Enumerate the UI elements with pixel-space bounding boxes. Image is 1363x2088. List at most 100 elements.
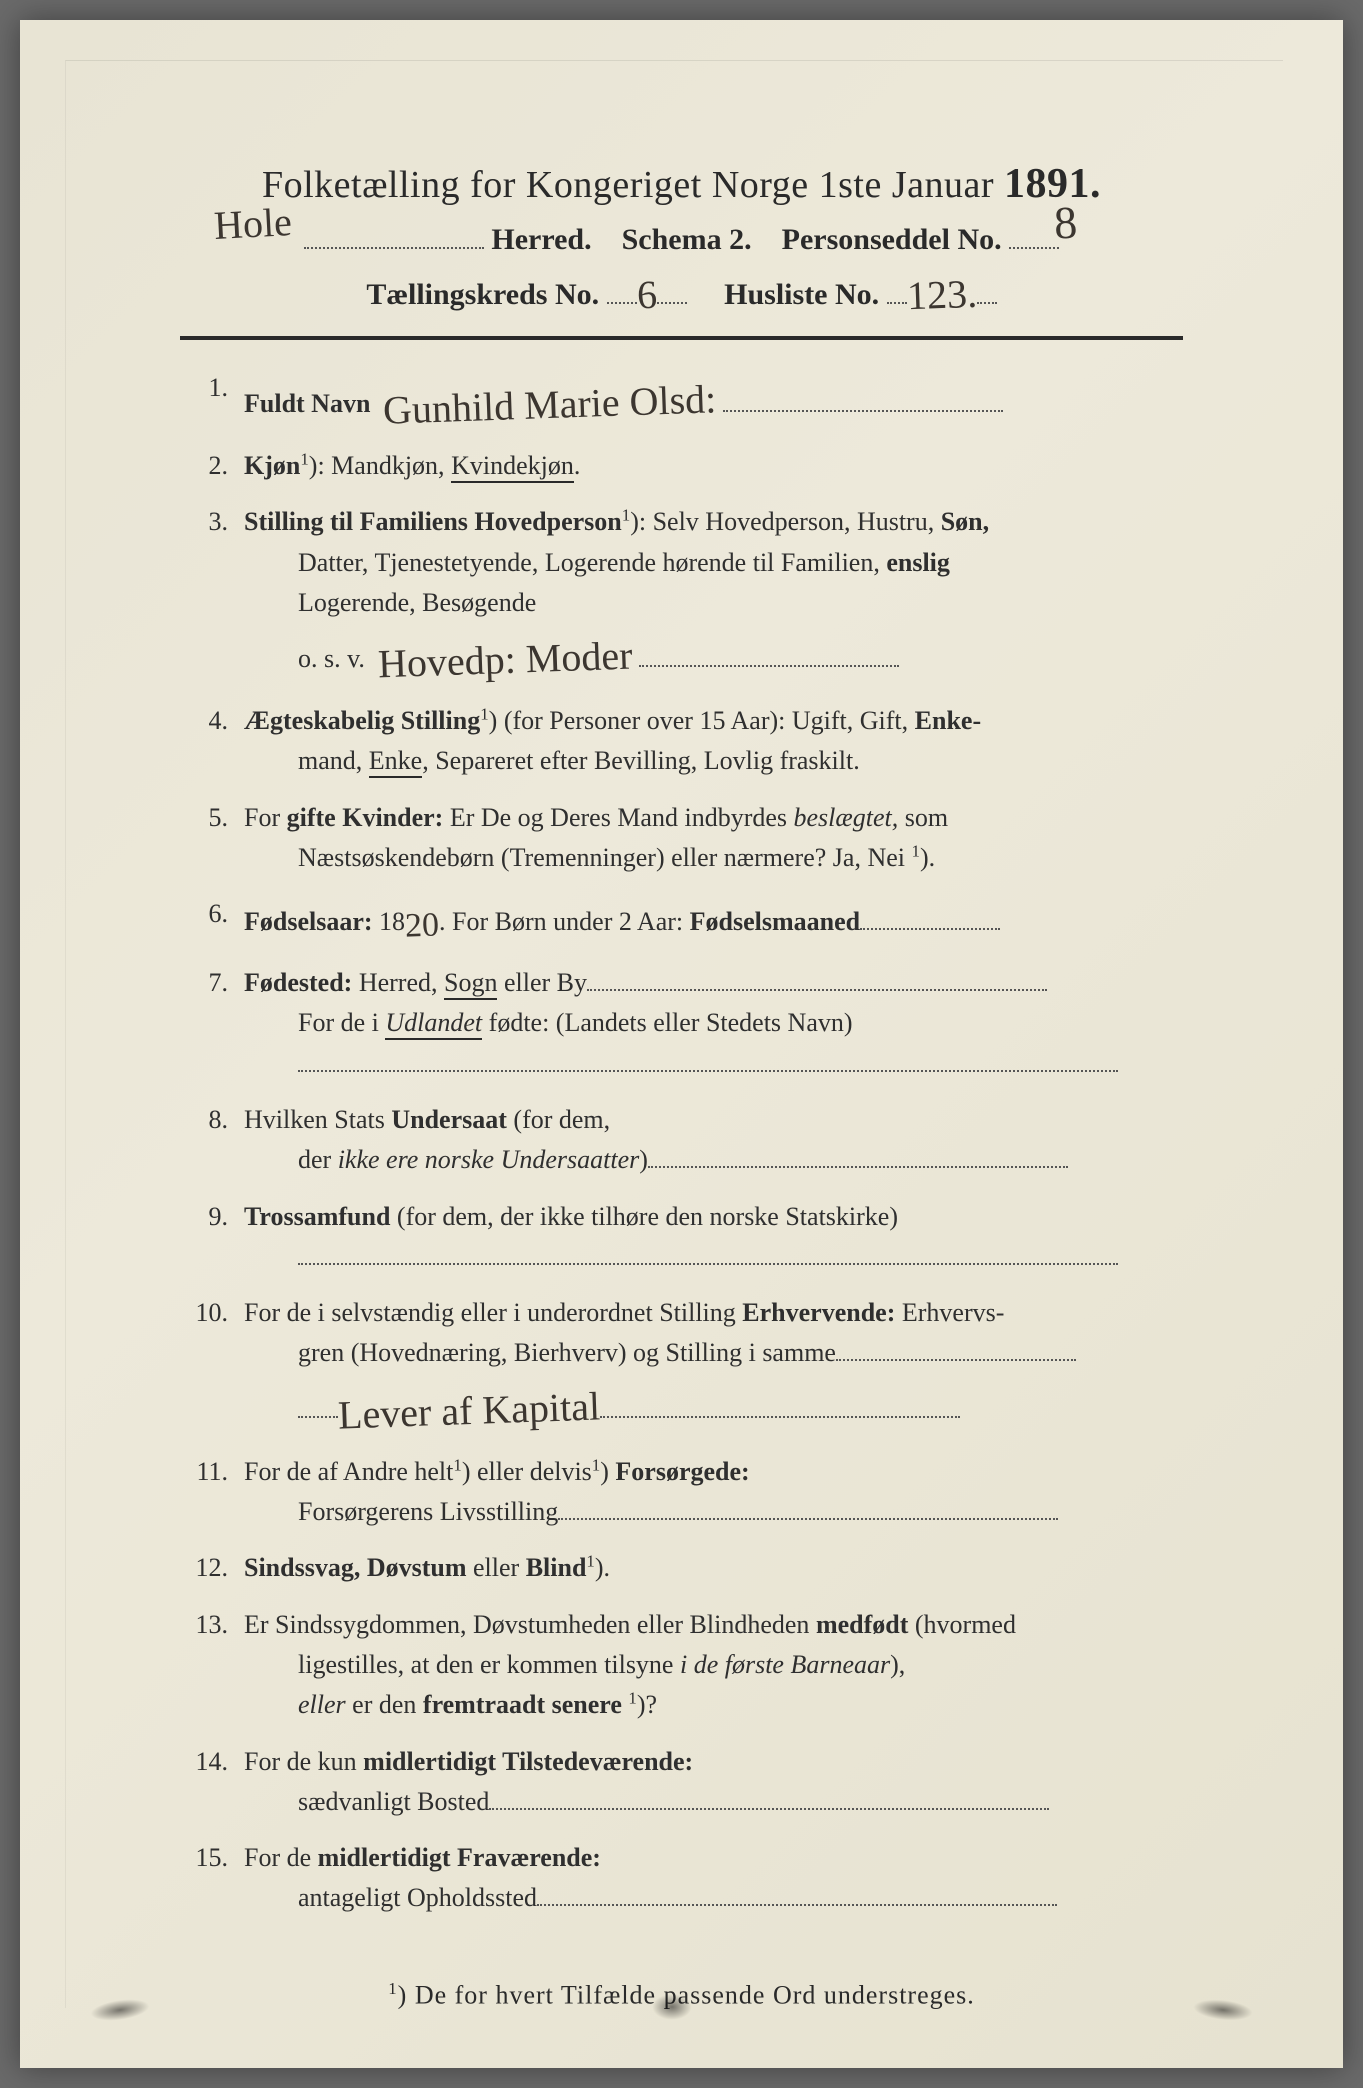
entry-num: 8. [190, 1100, 244, 1181]
t1: Herred, [352, 968, 444, 997]
entry-body: For de midlertidigt Fraværende: antageli… [244, 1838, 1183, 1919]
fn-sup: 1 [388, 1979, 397, 1998]
herred-label: Herred. [491, 223, 591, 256]
entry-13: 13. Er Sindssygdommen, Døvstumheden elle… [190, 1605, 1183, 1726]
t1: Er De og Deres Mand indbyrdes [443, 803, 793, 832]
t1: ) (for Personer over 15 Aar): Ugift, Gif… [489, 706, 915, 735]
b1: medfødt [816, 1610, 908, 1639]
entry-num: 1. [190, 368, 244, 430]
t1: ): Selv Hovedperson, Hustru, [630, 507, 941, 536]
b2: fremtraadt senere [423, 1690, 622, 1719]
l1a: For de af Andre helt [244, 1457, 453, 1486]
l1b: (for dem, [507, 1105, 610, 1134]
header-line-3: Tællingskreds No. 6 Husliste No. 123. [180, 267, 1183, 314]
t2: Datter, Tjenestetyende, Logerende hørend… [298, 548, 886, 577]
i1: ikke ere norske Undersaatter [338, 1145, 640, 1174]
b1: midlertidigt Fraværende: [318, 1843, 601, 1872]
l3b: )? [637, 1690, 657, 1719]
t2: eller By [497, 968, 587, 997]
b1: Forsørgede: [615, 1457, 749, 1486]
sup: 1 [622, 506, 630, 525]
l1a: For de kun [244, 1747, 363, 1776]
herred-handwriting: Hole [213, 198, 293, 249]
mid: ) eller delvis [462, 1457, 592, 1486]
tail: . [574, 451, 581, 480]
label: Ægteskabelig Stilling [244, 706, 480, 735]
i1: i de første Barneaar [680, 1650, 890, 1679]
b1: Søn, [941, 507, 989, 536]
i1: Udlandet [385, 1008, 482, 1040]
entry-num: 11. [190, 1452, 244, 1533]
l2b: fødte: (Landets eller Stedets Navn) [482, 1008, 852, 1037]
ink-smudge [652, 1994, 692, 2020]
sup: 1 [628, 1689, 636, 1708]
entry-4: 4. Ægteskabelig Stilling1) (for Personer… [190, 701, 1183, 782]
l1a: For de i selvstændig eller i underordnet… [244, 1298, 742, 1327]
label: Stilling til Familiens Hovedperson [244, 507, 622, 536]
entry-num: 3. [190, 502, 244, 685]
tail: ). [920, 843, 935, 872]
b2: Fødselsmaaned [690, 907, 860, 936]
s1: 1 [453, 1455, 461, 1474]
b1: gifte [287, 803, 336, 832]
entry-num: 14. [190, 1742, 244, 1823]
l2a: mand, [298, 746, 369, 775]
title-text: Folketælling for Kongeriget Norge 1ste J… [262, 164, 994, 206]
b2: Kvinder: [342, 803, 443, 832]
entry-body: For gifte Kvinder: Er De og Deres Mand i… [244, 798, 1183, 879]
personseddel-field: Personseddel No. 8 [782, 222, 1060, 257]
erhverv-hw: Lever af Kapital [337, 1375, 601, 1446]
label: Kjøn [244, 451, 300, 480]
pre: 18 [373, 907, 406, 936]
l3a: eller [298, 1690, 346, 1719]
l2: Næstsøskendebørn (Tremenninger) eller næ… [298, 843, 912, 872]
sup: 1 [912, 841, 920, 860]
l2b: , Separeret efter Bevilling, Lovlig fras… [422, 746, 860, 775]
sup: 1 [480, 705, 488, 724]
l2b: ), [890, 1650, 905, 1679]
entry-15: 15. For de midlertidigt Fraværende: anta… [190, 1838, 1183, 1919]
kjon-underlined: Kvindekjøn [451, 451, 574, 483]
entry-num: 12. [190, 1548, 244, 1588]
l2b: ) [639, 1145, 648, 1174]
text: ): Mandkjøn, [309, 451, 451, 480]
tail: ). [595, 1553, 610, 1582]
entry-num: 9. [190, 1197, 244, 1278]
entry-1: 1. Fuldt Navn Gunhild Marie Olsd: [190, 368, 1183, 430]
entry-14: 14. For de kun midlertidigt Tilstedevære… [190, 1742, 1183, 1823]
husliste-hw: 123. [906, 270, 978, 319]
b1: Sindssvag, Døvstum [244, 1553, 467, 1582]
enke-ul: Enke [369, 746, 422, 778]
b1: Trossamfund [244, 1202, 390, 1231]
b1: midlertidigt Tilstedeværende: [363, 1747, 693, 1776]
l2: gren (Hovednæring, Bierhverv) og Stillin… [298, 1338, 836, 1367]
entry-num: 15. [190, 1838, 244, 1919]
entry-num: 2. [190, 446, 244, 486]
entry-num: 7. [190, 963, 244, 1084]
entry-body: Sindssvag, Døvstum eller Blind1). [244, 1548, 1183, 1588]
label: Fuldt Navn [244, 389, 370, 418]
entry-body: Fødselsaar: 1820. For Børn under 2 Aar: … [244, 894, 1183, 947]
label: Fødested: [244, 968, 352, 997]
stilling-hw: Hovedp: Moder [377, 625, 633, 696]
l1a: For de [244, 1843, 318, 1872]
l1b: Erhvervs- [895, 1298, 1004, 1327]
pre: For [244, 803, 287, 832]
entry-11: 11. For de af Andre helt1) eller delvis1… [190, 1452, 1183, 1533]
b1: Erhvervende: [742, 1298, 895, 1327]
l2a: For de i [298, 1008, 385, 1037]
osv: o. s. v. [298, 644, 365, 673]
entry-2: 2. Kjøn1): Mandkjøn, Kvindekjøn. [190, 446, 1183, 486]
entry-8: 8. Hvilken Stats Undersaat (for dem, der… [190, 1100, 1183, 1181]
entry-body: Fødested: Herred, Sogn eller By For de i… [244, 963, 1183, 1084]
l3m: er den [346, 1690, 423, 1719]
mid: eller [467, 1553, 526, 1582]
sup: 1 [300, 449, 308, 468]
entry-12: 12. Sindssvag, Døvstum eller Blind1). [190, 1548, 1183, 1588]
sup: 1 [586, 1552, 594, 1571]
b2: Blind [526, 1553, 587, 1582]
t1b: som [898, 803, 948, 832]
l2: sædvanligt Bosted [298, 1787, 489, 1816]
entry-num: 13. [190, 1605, 244, 1726]
main-title: Folketælling for Kongeriget Norge 1ste J… [180, 160, 1183, 208]
